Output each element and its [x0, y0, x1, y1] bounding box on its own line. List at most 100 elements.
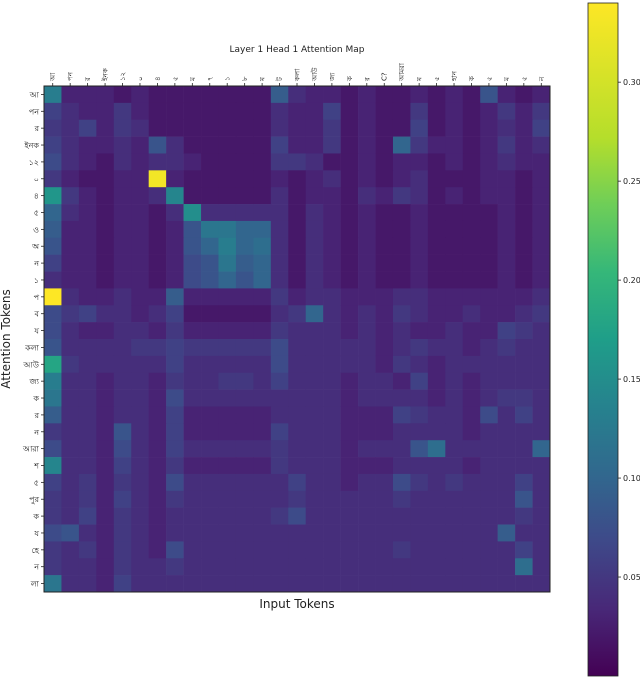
heatmap-cell	[410, 339, 429, 357]
heatmap-cell	[270, 490, 289, 508]
heatmap-cell	[201, 271, 219, 289]
heatmap-cell	[515, 423, 533, 441]
heatmap-cell	[358, 237, 376, 255]
heatmap-cell	[166, 254, 184, 272]
heatmap-cell	[131, 288, 149, 306]
heatmap-cell	[305, 372, 324, 390]
heatmap-cell	[358, 305, 376, 323]
heatmap-cell	[515, 271, 533, 289]
x-tick-label: জ্য	[328, 72, 336, 82]
heatmap-cell	[515, 254, 533, 272]
heatmap-cell	[480, 423, 498, 441]
heatmap-cell	[375, 406, 394, 424]
heatmap-cell	[462, 86, 481, 104]
heatmap-cell	[235, 355, 254, 374]
heatmap-cell	[44, 558, 62, 576]
heatmap-cell	[96, 254, 115, 272]
heatmap-cell	[515, 473, 533, 492]
heatmap-cell	[532, 322, 551, 340]
heatmap-cell	[253, 86, 272, 104]
heatmap-cell	[183, 339, 202, 357]
heatmap-cell	[183, 254, 202, 272]
heatmap-cell	[375, 86, 394, 104]
heatmap-cell	[515, 339, 533, 357]
x-tick-label: C?	[381, 72, 389, 81]
heatmap-cell	[113, 406, 132, 424]
heatmap-cell	[375, 220, 394, 239]
heatmap-cell	[253, 322, 272, 340]
heatmap-cell	[532, 423, 551, 441]
heatmap-cell	[288, 102, 307, 121]
heatmap-cell	[288, 524, 307, 542]
heatmap-cell	[445, 490, 464, 508]
heatmap-cell	[96, 440, 115, 458]
heatmap-cell	[392, 86, 411, 104]
heatmap-cell	[497, 457, 516, 475]
heatmap-cell	[532, 187, 551, 205]
heatmap-cell	[427, 406, 446, 424]
heatmap-cell	[253, 372, 272, 390]
heatmap-cell	[235, 153, 254, 171]
heatmap-cell	[270, 119, 289, 137]
heatmap-cell	[445, 541, 464, 559]
x-axis-ticks: আ পন র ইনক ১২ ০ ৪ ৫ ম ৭ ১ ৮ ম ট কলা আউ জ্য ক র C? আমরা ম ৫ হান ক…	[49, 62, 546, 86]
heatmap-cell	[148, 204, 167, 222]
heatmap-cell	[515, 372, 533, 390]
heatmap-cell	[515, 237, 533, 255]
heatmap-cell	[497, 170, 516, 188]
heatmap-cell	[532, 355, 551, 374]
heatmap-cell	[497, 473, 516, 492]
heatmap-cell	[61, 541, 80, 559]
heatmap-cell	[218, 507, 237, 525]
heatmap-cell	[410, 355, 429, 374]
heatmap-cell	[410, 389, 429, 407]
heatmap-cell	[201, 170, 219, 188]
heatmap-cell	[78, 86, 97, 104]
heatmap-cell	[166, 541, 184, 559]
heatmap-cell	[270, 372, 289, 390]
heatmap-cell	[497, 153, 516, 171]
heatmap-cell	[148, 271, 167, 289]
heatmap-cell	[166, 322, 184, 340]
colorbar	[587, 2, 619, 677]
heatmap-cell	[462, 423, 481, 441]
heatmap-cell	[305, 339, 324, 357]
heatmap-cell	[61, 339, 80, 357]
heatmap-cell	[44, 440, 62, 458]
heatmap-cell	[166, 136, 184, 154]
y-tick-label: র	[34, 411, 40, 420]
heatmap-cell	[270, 339, 289, 357]
heatmap-cell	[148, 102, 167, 121]
heatmap-cell	[445, 170, 464, 188]
heatmap-cell	[532, 473, 551, 492]
heatmap-cell	[305, 305, 324, 323]
heatmap-cell	[148, 524, 167, 542]
heatmap-cell	[235, 305, 254, 323]
heatmap-cell	[515, 355, 533, 374]
x-tick-label: ট	[275, 77, 284, 82]
heatmap-cell	[148, 153, 167, 171]
heatmap-cell	[375, 558, 394, 576]
heatmap-cell	[166, 305, 184, 323]
heatmap-cell	[410, 288, 429, 306]
heatmap-cell	[235, 406, 254, 424]
heatmap-cell	[131, 457, 149, 475]
heatmap-cell	[480, 153, 498, 171]
heatmap-cell	[445, 187, 464, 205]
heatmap-cell	[201, 136, 219, 154]
heatmap-cell	[78, 187, 97, 205]
heatmap-cell	[96, 372, 115, 390]
y-tick-label: অ	[31, 242, 40, 251]
heatmap-cell	[44, 507, 62, 525]
heatmap-cell	[235, 220, 254, 239]
heatmap-cell	[61, 271, 80, 289]
heatmap-cell	[44, 457, 62, 475]
heatmap-cell	[358, 507, 376, 525]
heatmap-cell	[427, 153, 446, 171]
heatmap-cell	[183, 86, 202, 104]
heatmap-cell	[358, 575, 376, 593]
heatmap-cell	[340, 575, 359, 593]
heatmap-cell	[358, 558, 376, 576]
heatmap-cell	[253, 254, 272, 272]
heatmap-cell	[410, 423, 429, 441]
